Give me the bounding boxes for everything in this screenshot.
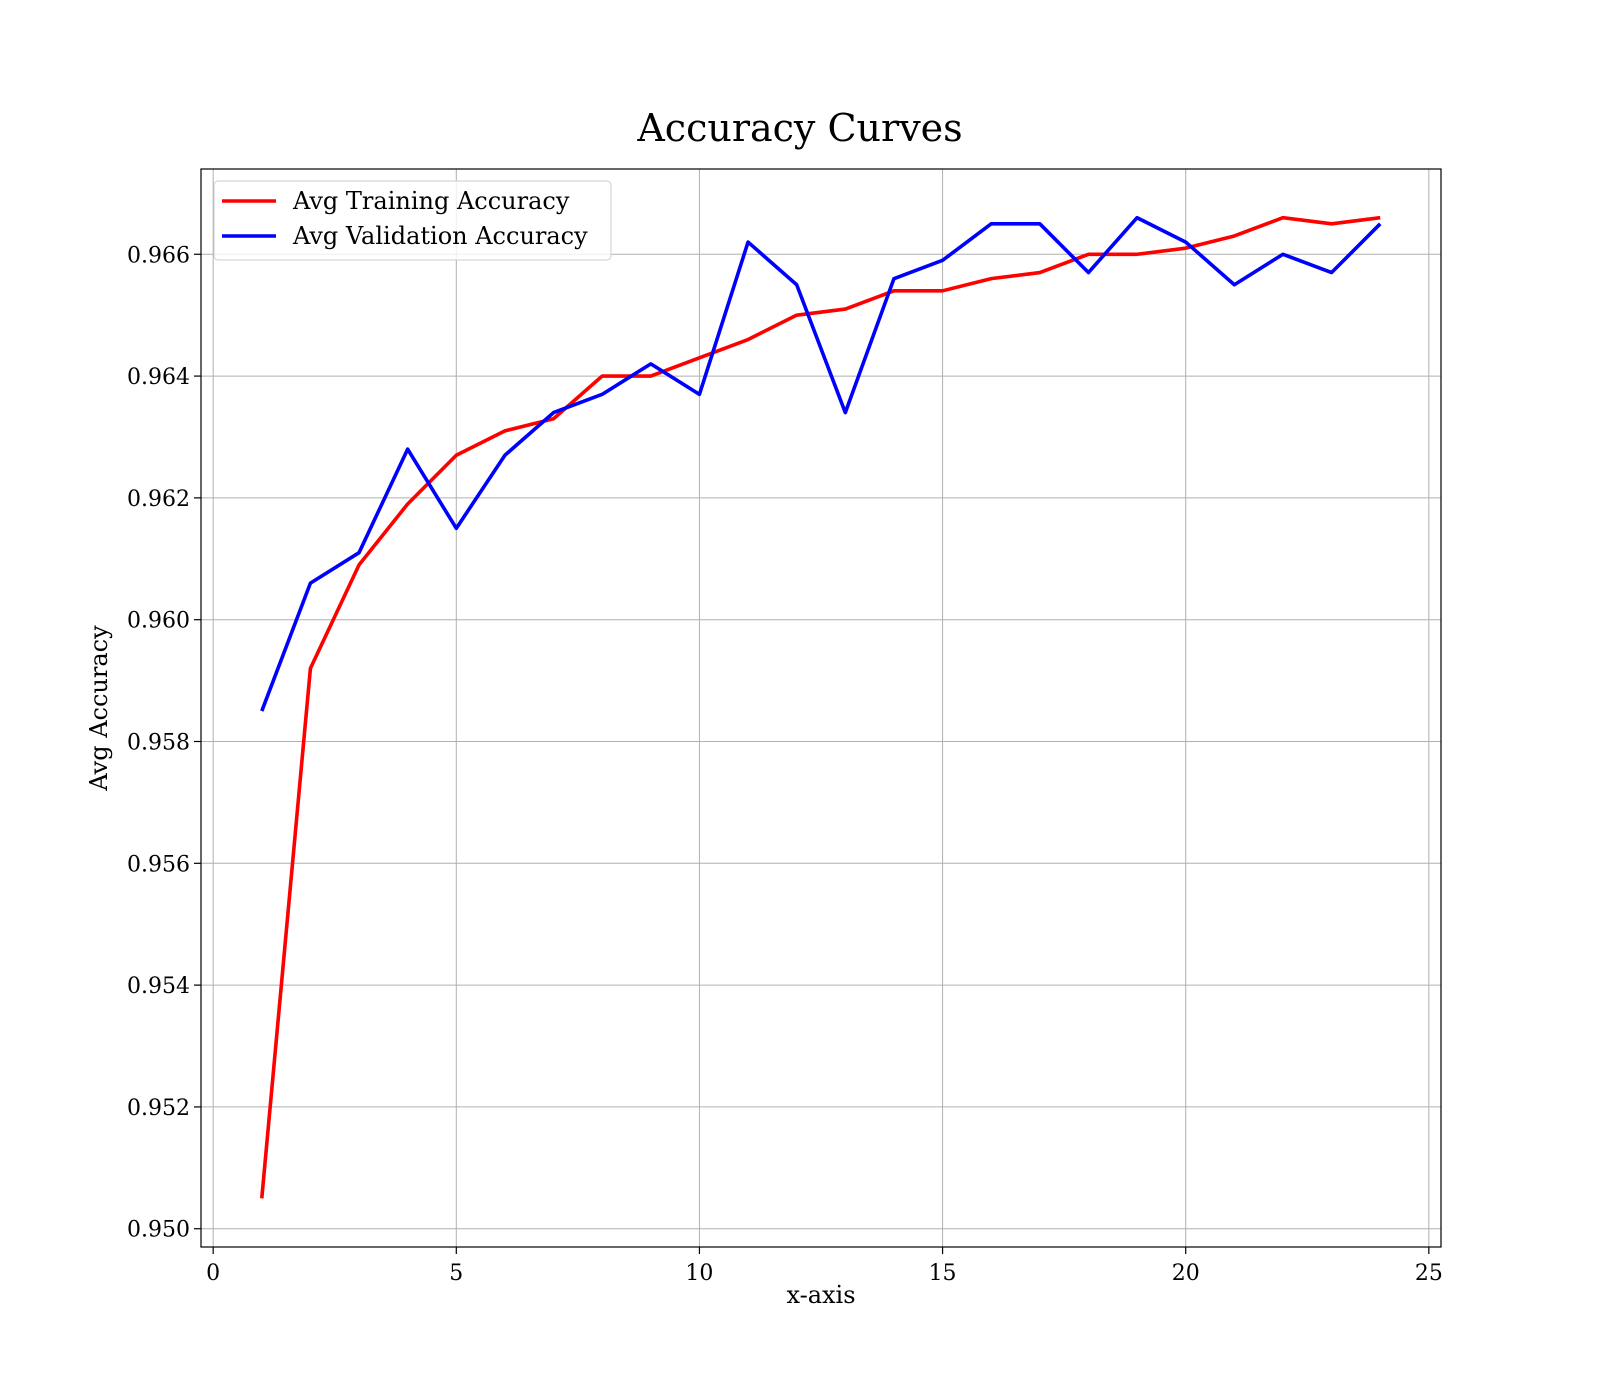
legend-box	[213, 180, 612, 261]
y-tick-label: 0.958	[127, 730, 190, 755]
y-tick-label: 0.960	[127, 609, 190, 634]
y-tick-label: 0.956	[127, 852, 190, 877]
y-tick-label: 0.962	[127, 487, 190, 512]
x-tick-label: 20	[1172, 1261, 1200, 1286]
legend: Avg Training Accuracy Avg Validation Acc…	[213, 180, 612, 261]
x-axis-label: x-axis	[786, 1281, 855, 1309]
y-axis-label: Avg Accuracy	[85, 625, 113, 792]
y-tick-label: 0.954	[127, 974, 190, 999]
y-tick-label: 0.952	[127, 1096, 190, 1121]
grid	[201, 169, 1441, 1247]
y-axis-ticks: 0.950 0.952 0.954 0.956 0.958 0.960 0.962 0.964…	[127, 243, 201, 1243]
x-tick-label: 5	[449, 1261, 463, 1286]
y-tick-label: 0.966	[127, 243, 190, 268]
y-tick-label: 0.964	[127, 365, 190, 390]
y-tick-label: 0.950	[127, 1218, 190, 1243]
x-tick-label: 25	[1415, 1261, 1443, 1286]
chart-title: Accuracy Curves	[636, 106, 962, 150]
series-lines	[259, 215, 1382, 1199]
x-tick-label: 10	[685, 1261, 713, 1286]
legend-label-validation: Avg Validation Accuracy	[292, 222, 588, 250]
training-accuracy-line	[259, 215, 1381, 1199]
x-tick-label: 0	[206, 1261, 220, 1286]
x-axis-ticks: 0 5 10 15 20 25	[206, 1247, 1443, 1286]
x-tick-label: 15	[929, 1261, 957, 1286]
validation-accuracy-line	[260, 215, 1382, 712]
plot-frame	[200, 168, 1442, 1248]
legend-label-training: Avg Training Accuracy	[292, 187, 570, 215]
